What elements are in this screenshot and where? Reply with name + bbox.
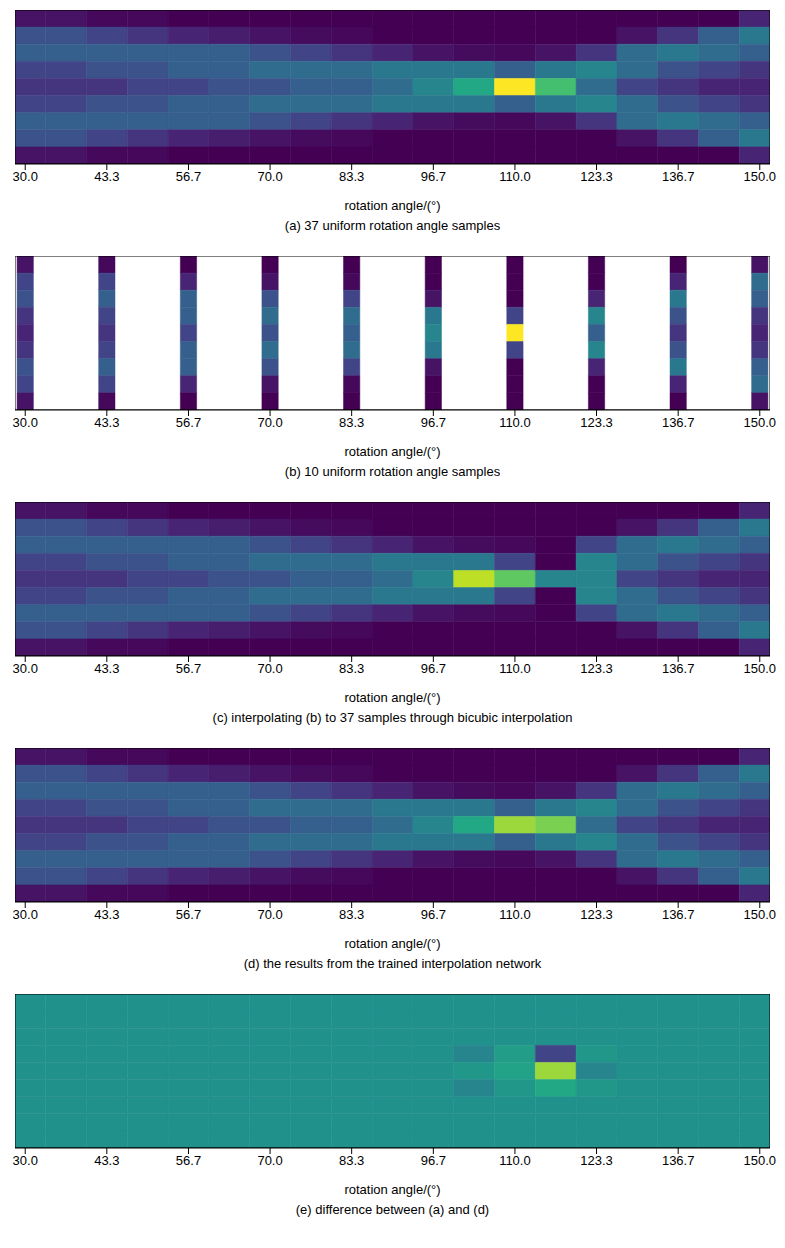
svg-text:123.3: 123.3 (580, 169, 613, 184)
svg-text:150.0: 150.0 (744, 1153, 777, 1168)
svg-text:123.3: 123.3 (580, 1153, 613, 1168)
svg-text:70.0: 70.0 (257, 907, 282, 922)
svg-text:110.0: 110.0 (499, 661, 531, 676)
svg-text:70.0: 70.0 (257, 415, 282, 430)
svg-text:rotation angle/(°): rotation angle/(°) (344, 198, 440, 213)
svg-text:150.0: 150.0 (744, 907, 777, 922)
svg-text:96.7: 96.7 (421, 907, 446, 922)
svg-text:136.7: 136.7 (662, 907, 695, 922)
html-text:(c) interpolating (b) to 37 sa: (c) interpolating (b) to 37 samples thro… (212, 710, 573, 725)
svg-text:83.3: 83.3 (339, 415, 364, 430)
svg-text:136.7: 136.7 (662, 1153, 695, 1168)
svg-text:123.3: 123.3 (580, 907, 613, 922)
svg-text:110.0: 110.0 (499, 907, 531, 922)
svg-text:30.0: 30.0 (13, 169, 38, 184)
svg-text:70.0: 70.0 (257, 1153, 282, 1168)
svg-text:rotation angle/(°): rotation angle/(°) (344, 690, 440, 705)
svg-text:83.3: 83.3 (339, 169, 364, 184)
svg-text:123.3: 123.3 (580, 661, 613, 676)
svg-text:96.7: 96.7 (421, 661, 446, 676)
svg-text:43.3: 43.3 (94, 1153, 119, 1168)
svg-text:56.7: 56.7 (176, 907, 201, 922)
svg-text:150.0: 150.0 (744, 415, 777, 430)
svg-text:150.0: 150.0 (744, 169, 777, 184)
svg-text:rotation angle/(°): rotation angle/(°) (344, 1182, 440, 1197)
svg-text:83.3: 83.3 (339, 1153, 364, 1168)
svg-text:136.7: 136.7 (662, 415, 695, 430)
svg-text:136.7: 136.7 (662, 169, 695, 184)
svg-text:30.0: 30.0 (13, 415, 38, 430)
svg-text:rotation angle/(°): rotation angle/(°) (344, 444, 440, 459)
svg-text:30.0: 30.0 (13, 907, 38, 922)
svg-text:123.3: 123.3 (580, 415, 613, 430)
html-text:(d) the results from the train: (d) the results from the trained interpo… (243, 956, 542, 971)
svg-text:30.0: 30.0 (13, 661, 38, 676)
svg-text:rotation angle/(°): rotation angle/(°) (344, 936, 440, 951)
svg-text:43.3: 43.3 (94, 169, 119, 184)
html-text:(a) 37 uniform rotation angle: (a) 37 uniform rotation angle samples (284, 218, 501, 233)
svg-text:56.7: 56.7 (176, 1153, 201, 1168)
svg-text:30.0: 30.0 (13, 1153, 38, 1168)
svg-text:96.7: 96.7 (421, 415, 446, 430)
svg-text:83.3: 83.3 (339, 661, 364, 676)
svg-text:150.0: 150.0 (744, 661, 777, 676)
svg-text:96.7: 96.7 (421, 1153, 446, 1168)
svg-text:70.0: 70.0 (257, 661, 282, 676)
svg-text:70.0: 70.0 (257, 169, 282, 184)
svg-text:110.0: 110.0 (499, 415, 531, 430)
svg-text:43.3: 43.3 (94, 907, 119, 922)
svg-text:56.7: 56.7 (176, 415, 201, 430)
svg-text:43.3: 43.3 (94, 661, 119, 676)
svg-text:110.0: 110.0 (499, 1153, 531, 1168)
svg-text:83.3: 83.3 (339, 907, 364, 922)
html-text:(e) difference between (a) and: (e) difference between (a) and (d) (295, 1202, 490, 1217)
svg-text:43.3: 43.3 (94, 415, 119, 430)
svg-text:56.7: 56.7 (176, 169, 201, 184)
svg-text:136.7: 136.7 (662, 661, 695, 676)
svg-text:110.0: 110.0 (499, 169, 531, 184)
svg-text:96.7: 96.7 (421, 169, 446, 184)
html-text:(b) 10 uniform rotation angle: (b) 10 uniform rotation angle samples (284, 464, 501, 479)
svg-text:56.7: 56.7 (176, 661, 201, 676)
